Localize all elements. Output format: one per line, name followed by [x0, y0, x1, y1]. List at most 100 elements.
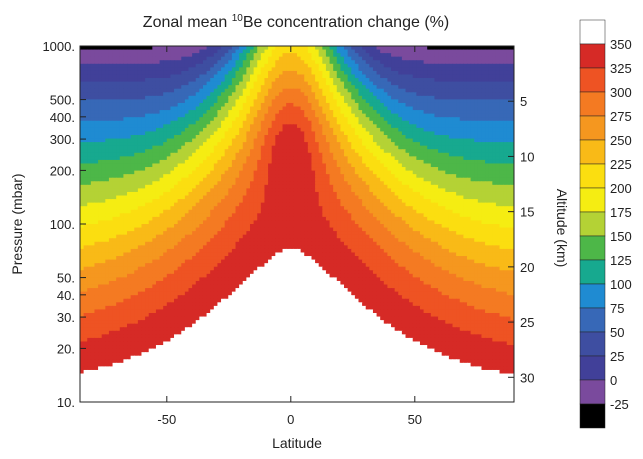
- contour-cell: [459, 78, 464, 83]
- contour-cell: [510, 56, 514, 61]
- contour-cell: [441, 53, 446, 58]
- contour-cell: [358, 102, 363, 108]
- contour-cell: [297, 163, 302, 168]
- contour-cell: [228, 163, 233, 168]
- contour-cell: [322, 70, 327, 76]
- contour-cell: [213, 63, 219, 68]
- contour-cell: [94, 177, 99, 182]
- contour-cell: [174, 49, 179, 54]
- contour-cell: [184, 135, 190, 140]
- contour-cell: [344, 110, 349, 115]
- contour-cell: [257, 159, 262, 165]
- contour-cell: [488, 92, 493, 97]
- contour-cell: [260, 138, 266, 143]
- contour-cell: [148, 131, 153, 136]
- contour-cell: [448, 170, 454, 175]
- contour-cell: [300, 67, 305, 72]
- contour-cell: [300, 191, 305, 197]
- contour-cell: [474, 156, 479, 161]
- contour-cell: [456, 110, 461, 115]
- contour-cell: [297, 70, 302, 76]
- contour-cell: [481, 142, 486, 147]
- contour-cell: [130, 138, 135, 143]
- contour-cell: [499, 113, 504, 118]
- contour-cell: [477, 78, 483, 83]
- contour-cell: [221, 167, 226, 172]
- contour-cell: [405, 81, 410, 86]
- contour-cell: [112, 78, 117, 83]
- contour-cell: [430, 184, 436, 189]
- contour-cell: [315, 181, 320, 186]
- contour-cell: [119, 81, 124, 86]
- contour-cell: [271, 181, 276, 186]
- contour-cell: [137, 88, 143, 93]
- contour-cell: [329, 117, 334, 122]
- contour-cell: [217, 138, 222, 143]
- contour-cell: [268, 110, 273, 115]
- contour-cell: [206, 131, 211, 136]
- contour-cell: [195, 81, 200, 86]
- contour-cell: [257, 110, 262, 115]
- contour-cell: [369, 170, 374, 175]
- contour-cell: [510, 184, 514, 189]
- contour-cell: [105, 67, 110, 72]
- contour-cell: [181, 149, 186, 154]
- contour-cell: [300, 131, 305, 136]
- contour-cell: [499, 124, 504, 129]
- contour-cell: [347, 135, 352, 140]
- contour-cell: [112, 138, 117, 143]
- contour-cell: [112, 49, 117, 54]
- contour-cell: [188, 60, 193, 65]
- contour-cell: [362, 53, 367, 58]
- contour-cell: [174, 106, 179, 111]
- contour-cell: [163, 131, 168, 136]
- contour-cell: [213, 159, 219, 165]
- contour-cell: [286, 46, 291, 51]
- contour-cell: [210, 174, 215, 179]
- contour-cell: [181, 70, 186, 76]
- contour-cell: [184, 170, 190, 175]
- contour-cell: [98, 56, 103, 61]
- contour-cell: [474, 60, 479, 65]
- contour-cell: [137, 167, 143, 172]
- contour-cell: [105, 156, 110, 161]
- contour-cell: [311, 152, 316, 157]
- contour-cell: [438, 110, 443, 115]
- contour-cell: [387, 106, 392, 111]
- contour-cell: [499, 102, 504, 108]
- contour-cell: [221, 92, 226, 97]
- contour-cell: [383, 159, 389, 165]
- contour-cell: [188, 177, 193, 182]
- contour-cell: [289, 92, 294, 97]
- contour-cell: [383, 81, 389, 86]
- contour-cell: [221, 138, 226, 143]
- contour-cell: [278, 110, 284, 115]
- contour-cell: [213, 191, 219, 197]
- contour-cell: [268, 74, 273, 79]
- contour-cell: [105, 174, 110, 179]
- contour-cell: [275, 145, 280, 150]
- contour-cell: [427, 152, 432, 157]
- contour-cell: [199, 145, 204, 150]
- contour-cell: [333, 110, 338, 115]
- contour-cell: [239, 127, 244, 133]
- contour-cell: [275, 149, 280, 154]
- contour-cell: [470, 92, 475, 97]
- contour-cell: [289, 46, 294, 51]
- contour-cell: [466, 74, 472, 79]
- contour-cell: [318, 117, 323, 122]
- contour-cell: [365, 49, 370, 54]
- contour-cell: [181, 184, 186, 189]
- contour-cell: [239, 49, 244, 54]
- contour-cell: [148, 81, 153, 86]
- contour-cell: [452, 85, 457, 90]
- contour-cell: [188, 159, 193, 165]
- contour-cell: [506, 124, 511, 129]
- contour-cell: [376, 188, 381, 193]
- contour-cell: [202, 92, 208, 97]
- contour-cell: [105, 127, 110, 133]
- contour-cell: [275, 159, 280, 165]
- contour-cell: [181, 74, 186, 79]
- contour-cell: [347, 167, 352, 172]
- contour-cell: [80, 60, 85, 65]
